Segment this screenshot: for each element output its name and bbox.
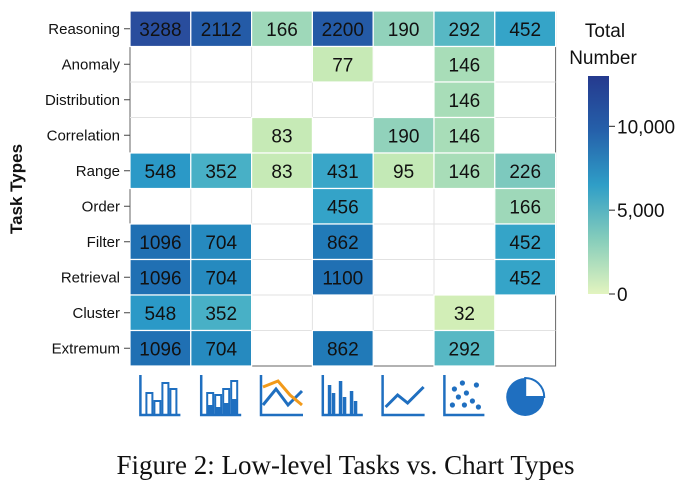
row-label: Correlation bbox=[47, 127, 120, 144]
cell-value-label: 456 bbox=[327, 197, 359, 218]
cell-value-label: 352 bbox=[205, 304, 237, 325]
heatmap-cell bbox=[311, 45, 374, 83]
legend-tick-label: 5,000 bbox=[617, 201, 665, 222]
heatmap-cell bbox=[494, 152, 557, 190]
heatmap-cell bbox=[251, 116, 314, 154]
cell-value-label: 83 bbox=[271, 126, 292, 147]
figure-caption: Figure 2: Low-level Tasks vs. Chart Type… bbox=[116, 450, 575, 480]
legend-title-line-1: Total bbox=[585, 21, 625, 42]
heatmap-cell bbox=[311, 223, 374, 261]
column-icons bbox=[139, 375, 546, 417]
heatmap-cell bbox=[433, 81, 496, 119]
cell-value-label: 1096 bbox=[139, 268, 181, 289]
cell-value-label: 704 bbox=[205, 233, 237, 254]
cell-value-label: 862 bbox=[327, 233, 359, 254]
row-label: Retrieval bbox=[61, 269, 120, 286]
cell-value-label: 292 bbox=[449, 339, 481, 360]
heatmap-cell bbox=[311, 329, 374, 367]
line-chart-icon bbox=[381, 375, 425, 417]
row-label: Extremum bbox=[52, 340, 120, 357]
heatmap-cell bbox=[494, 187, 557, 225]
cell-value-label: 452 bbox=[509, 20, 541, 41]
heatmap-cell bbox=[190, 10, 253, 48]
row-label: Reasoning bbox=[48, 21, 120, 38]
cell-value-label: 452 bbox=[509, 268, 541, 289]
cell-value-label: 352 bbox=[205, 162, 237, 183]
row-label: Filter bbox=[87, 234, 120, 251]
row-label: Order bbox=[82, 198, 120, 215]
cell-value-label: 190 bbox=[388, 126, 420, 147]
cell-value-label: 431 bbox=[327, 162, 359, 183]
cell-value-label: 2200 bbox=[322, 20, 364, 41]
cell-value-label: 704 bbox=[205, 339, 237, 360]
heatmap-cell bbox=[433, 116, 496, 154]
cell-value-label: 548 bbox=[145, 304, 177, 325]
cell-value-label: 95 bbox=[393, 162, 414, 183]
heatmap-cell bbox=[433, 329, 496, 367]
grouped-bar-chart-icon bbox=[321, 375, 363, 417]
cell-value-label: 83 bbox=[271, 162, 292, 183]
cell-value-label: 146 bbox=[449, 55, 481, 76]
heatmap-cell bbox=[372, 152, 435, 190]
legend-title-line-2: Number bbox=[569, 48, 637, 69]
cell-value-label: 146 bbox=[449, 162, 481, 183]
legend-tick-label: 0 bbox=[617, 285, 628, 306]
heatmap-cell bbox=[433, 294, 496, 332]
heatmap-cell bbox=[494, 258, 557, 296]
bar-chart-icon bbox=[139, 375, 181, 417]
multi-line-chart-icon bbox=[259, 375, 304, 417]
cell-value-label: 1100 bbox=[322, 268, 363, 289]
cell-value-label: 1096 bbox=[139, 339, 181, 360]
row-label: Distribution bbox=[45, 92, 120, 109]
heatmap-cell bbox=[311, 187, 374, 225]
heatmap-cell bbox=[190, 294, 253, 332]
stacked-bar-chart-icon bbox=[199, 375, 242, 417]
row-labels: Reasoning Anomaly Distribution Correlation R… bbox=[45, 21, 130, 357]
heatmap-cell bbox=[311, 258, 374, 296]
cell-value-label: 226 bbox=[509, 162, 541, 183]
cell-value-label: 548 bbox=[145, 162, 177, 183]
scatter-plot-icon bbox=[443, 375, 485, 417]
heatmap-cell bbox=[494, 10, 557, 48]
cell-value-label: 3288 bbox=[139, 20, 181, 41]
heatmap-figure: Task Types 3288 2112 166 2200 190 292 452 77 146… bbox=[7, 10, 675, 417]
cell-value-label: 190 bbox=[388, 20, 420, 41]
cell-value-label: 166 bbox=[266, 20, 298, 41]
cell-value-label: 1096 bbox=[139, 233, 181, 254]
row-label: Range bbox=[76, 163, 120, 180]
color-legend: Total Number 0 5,000 10,000 bbox=[569, 21, 675, 306]
cell-value-label: 166 bbox=[509, 197, 541, 218]
cell-value-label: 2112 bbox=[201, 20, 242, 41]
heatmap-cell bbox=[494, 223, 557, 261]
pie-chart-icon bbox=[506, 376, 546, 416]
heatmap-cell bbox=[433, 152, 496, 190]
cell-value-label: 146 bbox=[449, 126, 481, 147]
cell-value-label: 32 bbox=[454, 304, 475, 325]
cell-value-label: 146 bbox=[449, 91, 481, 112]
heatmap-cell bbox=[433, 45, 496, 83]
heatmap-cell bbox=[129, 258, 192, 296]
row-label: Cluster bbox=[72, 305, 120, 322]
cell-value-label: 862 bbox=[327, 339, 359, 360]
cell-value-label: 292 bbox=[449, 20, 481, 41]
heatmap-cell bbox=[190, 329, 253, 367]
cell-value-label: 452 bbox=[509, 233, 541, 254]
row-label: Anomaly bbox=[62, 56, 121, 73]
heatmap-cell bbox=[372, 10, 435, 48]
legend-tick-label: 10,000 bbox=[617, 117, 675, 138]
heatmap-cells: 3288 2112 166 2200 190 292 452 77 146 146 83 190 146… bbox=[129, 10, 557, 367]
heatmap-cell bbox=[129, 223, 192, 261]
heatmap-cell bbox=[311, 152, 374, 190]
y-axis-title: Task Types bbox=[7, 144, 26, 234]
legend-color-bar bbox=[588, 76, 609, 294]
heatmap-cell bbox=[251, 152, 314, 190]
heatmap-cell bbox=[251, 10, 314, 48]
cell-value-label: 704 bbox=[205, 268, 237, 289]
cell-value-label: 77 bbox=[332, 55, 353, 76]
